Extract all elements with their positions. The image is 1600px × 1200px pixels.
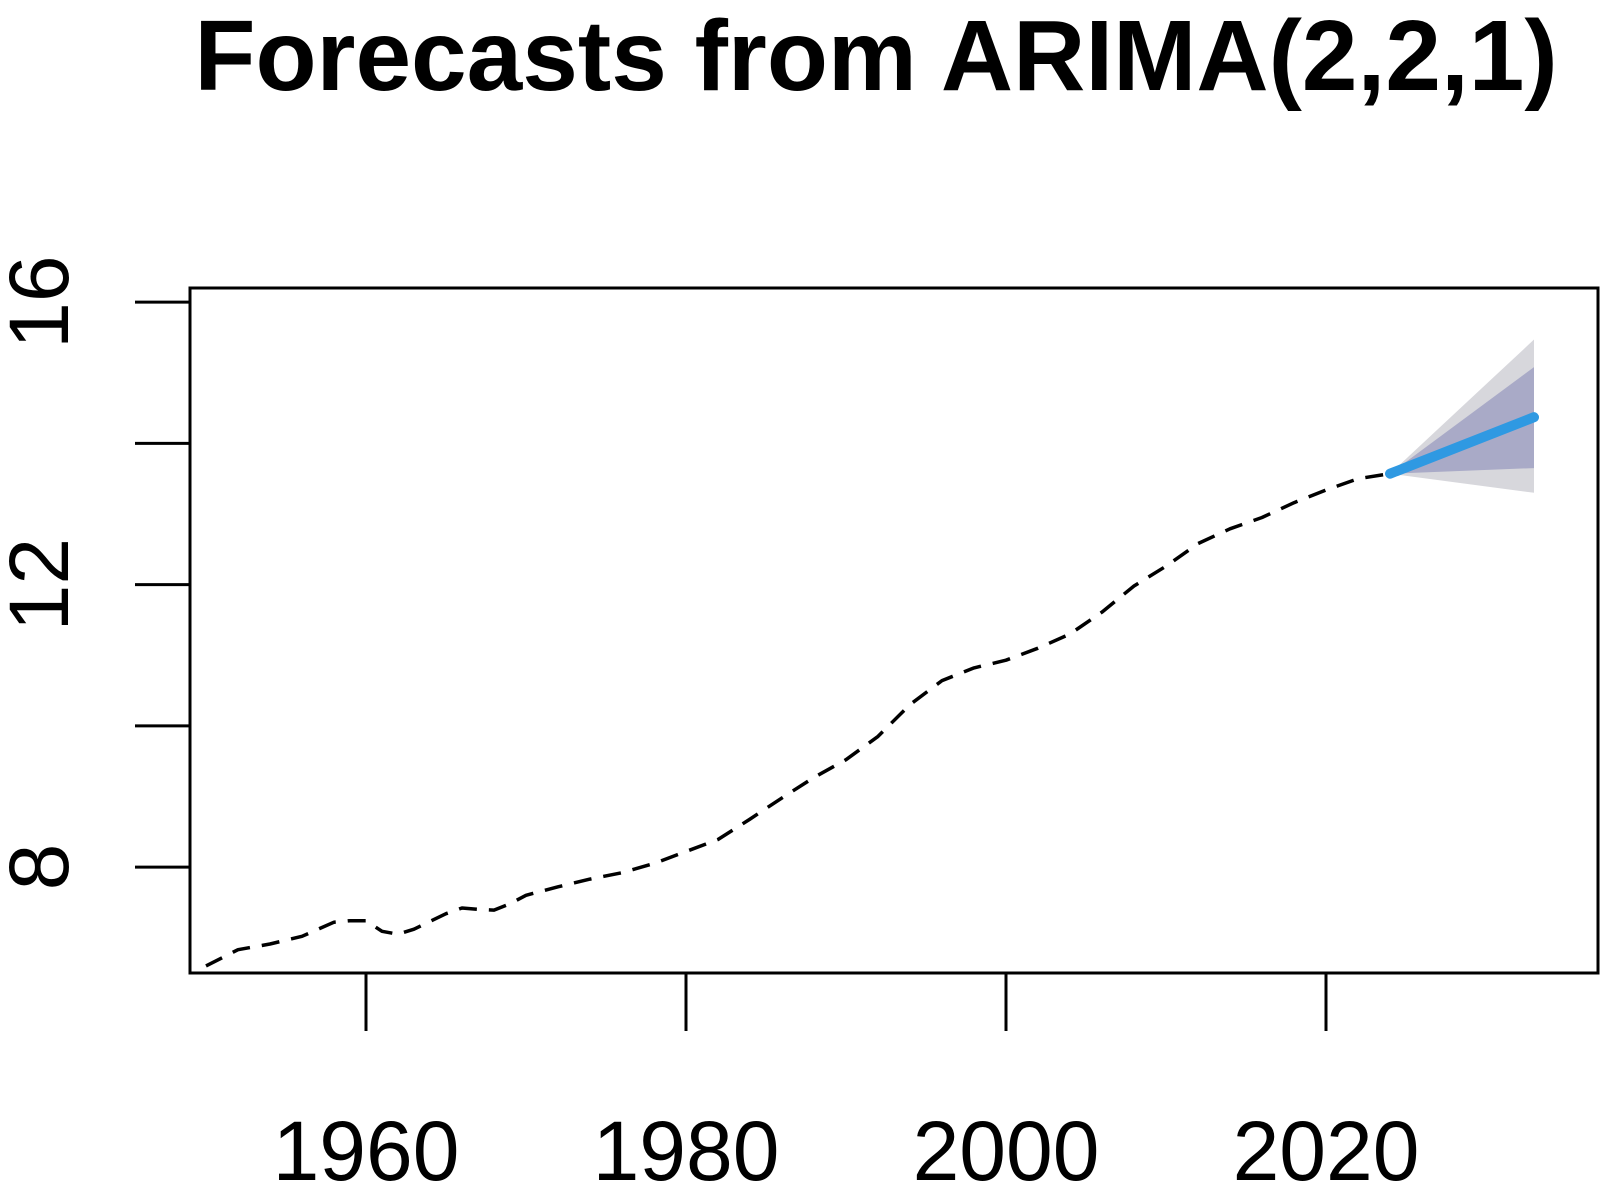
interval-band-80pct [1390, 367, 1534, 474]
y-tick-label-8: 8 [0, 844, 86, 891]
y-tick-label-12: 12 [0, 538, 86, 631]
x-tick-label-1980: 1980 [593, 1104, 780, 1198]
x-tick-label-2020: 2020 [1233, 1104, 1420, 1198]
x-axis: 1960 1980 2000 2020 [273, 971, 1420, 1198]
y-axis: 8 12 16 [0, 255, 192, 891]
x-tick-label-1960: 1960 [273, 1104, 460, 1198]
y-tick-label-16: 16 [0, 255, 86, 348]
x-tick-label-2000: 2000 [913, 1104, 1100, 1198]
plot-frame [188, 286, 1600, 975]
chart-title: Forecasts from ARIMA(2,2,1) [194, 0, 1557, 112]
forecast-line [1385, 412, 1539, 479]
series-lines [205, 412, 1539, 968]
history-line [205, 471, 1391, 968]
